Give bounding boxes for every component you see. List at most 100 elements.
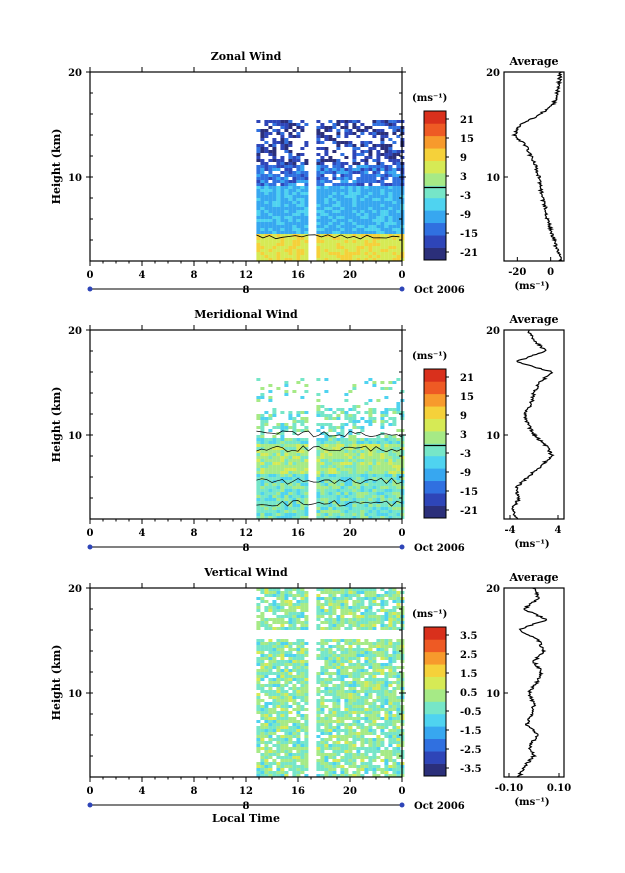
heatmap-cell — [388, 243, 393, 246]
heatmap-cell — [280, 132, 285, 135]
heatmap-cell — [272, 462, 277, 465]
heatmap-cell — [280, 453, 285, 456]
heatmap-cell — [328, 120, 333, 123]
heatmap-cell — [320, 717, 325, 720]
heatmap-cell — [276, 702, 281, 705]
heatmap-cell — [284, 177, 289, 180]
heatmap-cell — [264, 453, 269, 456]
heatmap-cell — [324, 621, 329, 624]
colorbar-tick-label: 2.5 — [460, 650, 477, 661]
heatmap-cell — [364, 594, 369, 597]
heatmap-cell — [304, 615, 309, 618]
heatmap-cell — [260, 678, 265, 681]
heatmap-cell — [316, 408, 321, 411]
heatmap-cell — [284, 639, 289, 642]
heatmap-cell — [280, 747, 285, 750]
heatmap-cell — [388, 756, 393, 759]
x-tick-label: 20 — [343, 528, 357, 539]
heatmap-cell — [280, 180, 285, 183]
heatmap-cell — [268, 726, 273, 729]
heatmap-cell — [300, 189, 305, 192]
heatmap-cell — [396, 762, 401, 765]
heatmap-cell — [304, 462, 309, 465]
heatmap-cell — [396, 600, 401, 603]
heatmap-cell — [300, 666, 305, 669]
heatmap-cell — [344, 177, 349, 180]
heatmap-cell — [284, 732, 289, 735]
heatmap-cell — [336, 696, 341, 699]
heatmap-cell — [292, 642, 297, 645]
heatmap-cell — [352, 162, 357, 165]
heatmap-cell — [344, 717, 349, 720]
heatmap-cell — [360, 762, 365, 765]
heatmap-cell — [364, 480, 369, 483]
heatmap-cell — [392, 246, 397, 249]
heatmap-cell — [316, 183, 321, 186]
heatmap-cell — [384, 219, 389, 222]
heatmap-cell — [368, 714, 373, 717]
heatmap-cell — [392, 489, 397, 492]
colorbar-swatch — [424, 148, 446, 161]
heatmap-cell — [276, 228, 281, 231]
heatmap-cell — [284, 123, 289, 126]
heatmap-cell — [284, 729, 289, 732]
heatmap-cell — [292, 228, 297, 231]
heatmap-cell — [336, 228, 341, 231]
heatmap-cell — [384, 765, 389, 768]
heatmap-cell — [264, 438, 269, 441]
heatmap-cell — [352, 186, 357, 189]
heatmap-cell — [356, 147, 361, 150]
heatmap-cell — [356, 447, 361, 450]
heatmap-cell — [340, 693, 345, 696]
heatmap-cell — [320, 198, 325, 201]
heatmap-cell — [304, 603, 309, 606]
heatmap-cell — [264, 774, 269, 777]
heatmap-cell — [356, 168, 361, 171]
heatmap-cell — [288, 189, 293, 192]
heatmap-cell — [384, 465, 389, 468]
heatmap-cell — [316, 489, 321, 492]
heatmap-cell — [332, 660, 337, 663]
heatmap-cell — [380, 423, 385, 426]
heatmap-cell — [336, 249, 341, 252]
heatmap-cell — [300, 243, 305, 246]
heatmap-cell — [360, 222, 365, 225]
heatmap-cell — [284, 591, 289, 594]
heatmap-cell — [328, 597, 333, 600]
heatmap-cell — [268, 126, 273, 129]
heatmap-cell — [340, 201, 345, 204]
heatmap-cell — [328, 222, 333, 225]
heatmap-cell — [348, 456, 353, 459]
heatmap-cell — [396, 717, 401, 720]
x-tick-label: 0 — [399, 270, 406, 281]
heatmap-cell — [388, 609, 393, 612]
heatmap-cell — [388, 201, 393, 204]
heatmap-cell — [356, 666, 361, 669]
heatmap-cell — [356, 591, 361, 594]
heatmap-cell — [280, 189, 285, 192]
heatmap-cell — [396, 210, 401, 213]
heatmap-cell — [332, 174, 337, 177]
heatmap-cell — [280, 138, 285, 141]
heatmap-cell — [332, 510, 337, 513]
heatmap-cell — [316, 153, 321, 156]
heatmap-cell — [384, 198, 389, 201]
heatmap-cell — [376, 186, 381, 189]
heatmap-cell — [272, 234, 277, 237]
heatmap-cell — [304, 750, 309, 753]
heatmap-cell — [348, 189, 353, 192]
heatmap-cell — [344, 732, 349, 735]
heatmap-cell — [360, 234, 365, 237]
heatmap-cell — [296, 165, 301, 168]
heatmap-cell — [372, 702, 377, 705]
heatmap-cell — [336, 726, 341, 729]
contour-line — [256, 445, 403, 453]
heatmap-cell — [300, 468, 305, 471]
heatmap-cell — [268, 678, 273, 681]
heatmap-cell — [364, 258, 369, 261]
heatmap-cell — [288, 738, 293, 741]
heatmap-cell — [256, 186, 261, 189]
heatmap-cell — [264, 417, 269, 420]
heatmap-cell — [260, 732, 265, 735]
heatmap-cell — [332, 468, 337, 471]
